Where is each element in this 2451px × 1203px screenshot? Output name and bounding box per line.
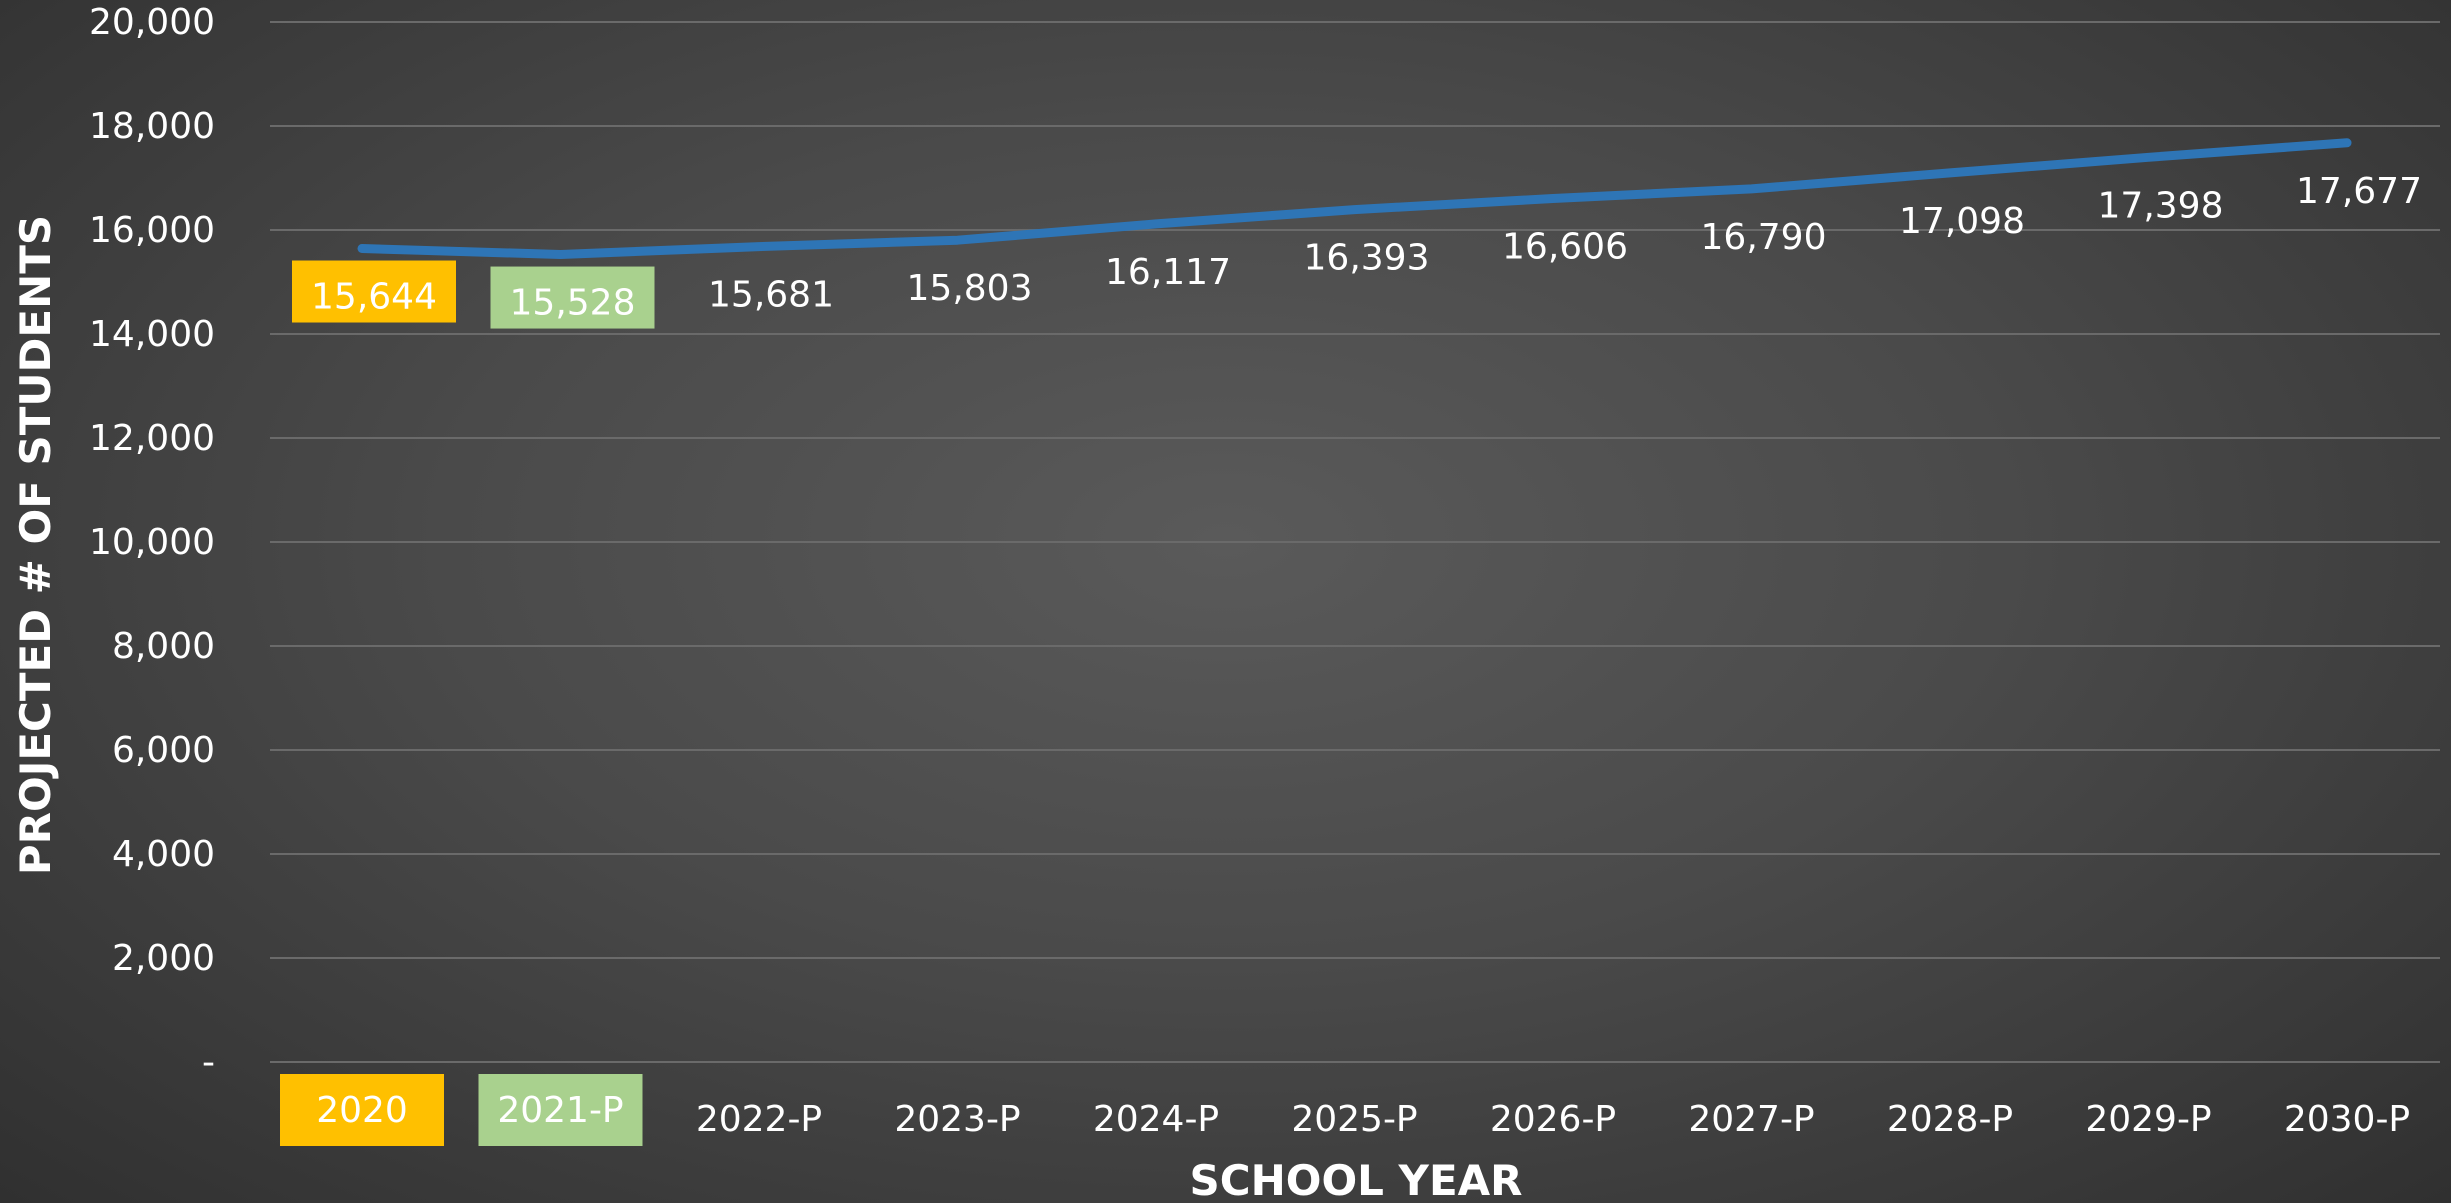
y-tick-label: 4,000 xyxy=(112,834,215,875)
data-labels: 15,644 15,528 15,681 15,803 16,117 16,393 16,6… xyxy=(292,171,2422,329)
data-label: 16,393 xyxy=(1304,238,1430,279)
data-label: 15,528 xyxy=(510,283,636,324)
y-tick-label: 20,000 xyxy=(89,2,215,43)
y-tick-label: - xyxy=(202,1042,215,1083)
data-label: 16,790 xyxy=(1701,217,1827,258)
data-label: 16,117 xyxy=(1105,252,1231,293)
x-axis-ticks: 2020 2021-P 2022-P 2023-P 2024-P 2025-P 2026-P… xyxy=(280,1074,2410,1146)
y-tick-label: 16,000 xyxy=(89,210,215,251)
data-label-highlight xyxy=(490,266,655,329)
y-axis-ticks: - 2,000 4,000 6,000 8,000 10,000 12,000 14,000 1… xyxy=(89,2,215,1083)
data-label: 15,644 xyxy=(311,277,437,318)
series-line-group xyxy=(357,138,2352,259)
data-label: 15,803 xyxy=(907,268,1033,309)
data-label: 17,098 xyxy=(1899,201,2025,242)
x-tick-label: 2030-P xyxy=(2284,1099,2410,1140)
x-tick-label: 2021-P xyxy=(497,1090,623,1131)
x-tick-label: 2026-P xyxy=(1490,1099,1616,1140)
x-tick-label: 2029-P xyxy=(2085,1099,2211,1140)
x-tick-highlight xyxy=(280,1074,444,1146)
x-tick-label: 2027-P xyxy=(1688,1099,1814,1140)
x-axis-title: SCHOOL YEAR xyxy=(1190,1156,1523,1203)
data-label: 17,677 xyxy=(2296,171,2422,212)
x-tick-label: 2028-P xyxy=(1887,1099,2013,1140)
y-tick-label: 12,000 xyxy=(89,418,215,459)
y-tick-label: 6,000 xyxy=(112,730,215,771)
x-tick-label: 2024-P xyxy=(1093,1099,1219,1140)
data-label: 16,606 xyxy=(1502,226,1628,267)
x-tick-label: 2025-P xyxy=(1291,1099,1417,1140)
y-tick-label: 10,000 xyxy=(89,522,215,563)
y-axis-title: PROJECTED # OF STUDENTS xyxy=(11,215,60,875)
y-tick-label: 2,000 xyxy=(112,938,215,979)
y-tick-label: 14,000 xyxy=(89,314,215,355)
x-tick-label: 2022-P xyxy=(696,1099,822,1140)
x-tick-label: 2023-P xyxy=(894,1099,1020,1140)
data-label-highlight xyxy=(292,260,456,323)
y-tick-label: 8,000 xyxy=(112,626,215,667)
series-line xyxy=(357,138,2352,259)
y-tick-label: 18,000 xyxy=(89,106,215,147)
data-label: 17,398 xyxy=(2098,185,2224,226)
gridlines xyxy=(270,21,2440,1063)
data-label: 15,681 xyxy=(708,275,834,316)
x-tick-highlight xyxy=(478,1074,643,1146)
x-tick-label: 2020 xyxy=(316,1090,408,1131)
